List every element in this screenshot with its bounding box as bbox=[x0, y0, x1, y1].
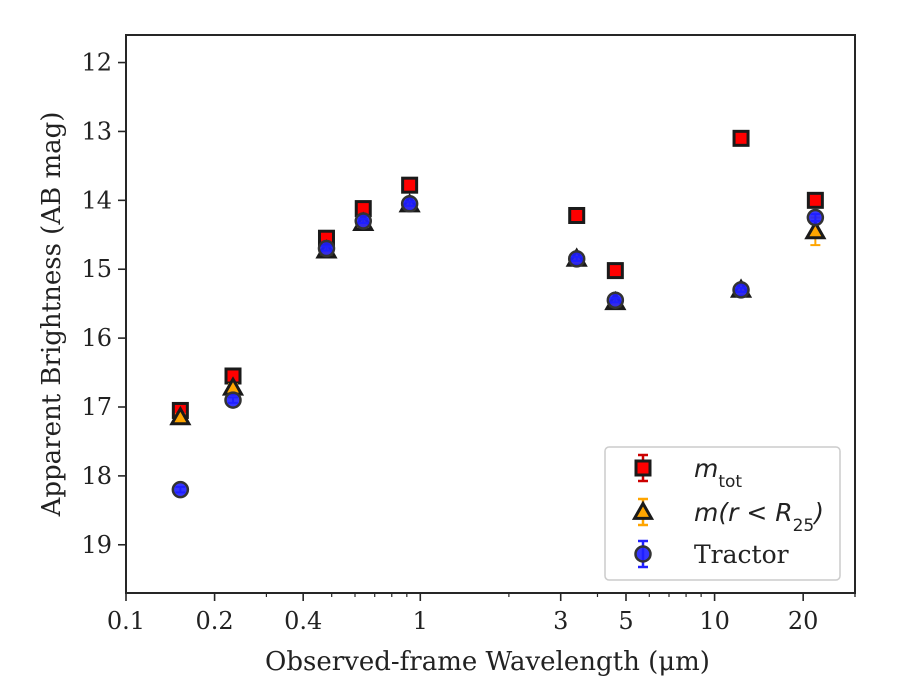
axes: 0.1 0.2 0.4 1 3 5 10 201213141516171819Observed… bbox=[37, 34, 856, 677]
series-1 bbox=[171, 129, 824, 419]
data-point bbox=[224, 391, 242, 409]
y-axis-label: Apparent Brightness (AB mag) bbox=[37, 112, 67, 518]
data-point bbox=[732, 281, 750, 299]
series-3 bbox=[171, 195, 825, 499]
x-axis-label: Observed-frame Wavelength (μm) bbox=[265, 647, 710, 677]
data-point bbox=[806, 191, 824, 209]
data-point bbox=[568, 206, 586, 224]
data-point bbox=[606, 291, 625, 309]
legend-entry-3: Tractor bbox=[634, 539, 789, 569]
x-tick-label: 20 bbox=[788, 607, 819, 635]
data-point bbox=[804, 219, 827, 240]
legend-marker bbox=[634, 459, 652, 477]
series-2 bbox=[169, 192, 827, 426]
data-point bbox=[806, 208, 825, 227]
legend-label: mtot bbox=[694, 454, 742, 492]
x-tick-label: 3 bbox=[553, 607, 568, 635]
legend-entry-1: mtot bbox=[634, 453, 742, 492]
data-point bbox=[732, 129, 750, 147]
y-tick-label: 14 bbox=[81, 186, 112, 214]
x-tick-label: 0.2 bbox=[196, 607, 234, 635]
legend-marker bbox=[634, 545, 652, 563]
data-point bbox=[401, 176, 419, 194]
x-tick-label: 5 bbox=[618, 607, 633, 635]
data-point bbox=[606, 262, 624, 280]
legend-label: Tractor bbox=[694, 540, 789, 569]
plot-area bbox=[169, 129, 827, 499]
y-tick-label: 15 bbox=[81, 255, 112, 283]
legend-entry-2: m(r < R25) bbox=[631, 497, 824, 536]
legend: mtot m(r < R25) Tractor bbox=[604, 446, 841, 581]
y-tick-label: 16 bbox=[81, 324, 112, 352]
x-tick-label: 10 bbox=[699, 607, 730, 635]
legend-marker bbox=[631, 500, 655, 520]
legend-box bbox=[604, 446, 841, 581]
x-tick-label: 1 bbox=[413, 607, 428, 635]
data-point bbox=[400, 195, 419, 213]
x-tick-label: 0.4 bbox=[284, 607, 322, 635]
y-tick-label: 17 bbox=[81, 393, 112, 421]
data-point bbox=[567, 250, 586, 268]
y-tick-label: 19 bbox=[81, 531, 112, 559]
data-point bbox=[354, 212, 373, 230]
x-tick-label: 0.1 bbox=[107, 607, 145, 635]
y-tick-label: 18 bbox=[81, 462, 112, 490]
legend-label: m(r < R25) bbox=[694, 498, 824, 536]
data-point bbox=[169, 405, 192, 426]
y-tick-label: 13 bbox=[81, 117, 112, 145]
data-point bbox=[171, 480, 190, 499]
plot-frame bbox=[125, 34, 856, 594]
data-point bbox=[317, 239, 336, 258]
y-tick-label: 12 bbox=[81, 49, 112, 77]
